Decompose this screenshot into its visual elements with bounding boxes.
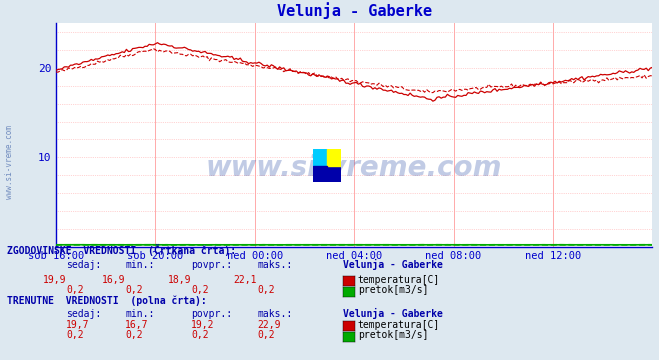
Text: 19,2: 19,2 [191, 320, 215, 330]
Text: 0,2: 0,2 [125, 285, 143, 296]
Text: www.si-vreme.com: www.si-vreme.com [5, 125, 14, 199]
Text: ZGODOVINSKE  VREDNOSTI  (Črtkana črta):: ZGODOVINSKE VREDNOSTI (Črtkana črta): [7, 244, 236, 256]
Text: temperatura[C]: temperatura[C] [358, 320, 440, 330]
Text: 22,9: 22,9 [257, 320, 281, 330]
Text: 19,9: 19,9 [42, 275, 66, 285]
Text: 19,7: 19,7 [66, 320, 90, 330]
Text: temperatura[C]: temperatura[C] [358, 275, 440, 285]
Text: min.:: min.: [125, 260, 155, 270]
Text: povpr.:: povpr.: [191, 260, 232, 270]
Text: 0,2: 0,2 [257, 285, 275, 296]
Text: povpr.:: povpr.: [191, 309, 232, 319]
Text: 18,9: 18,9 [167, 275, 191, 285]
Polygon shape [313, 166, 327, 182]
Polygon shape [313, 149, 341, 182]
Text: 16,9: 16,9 [101, 275, 125, 285]
Text: 22,1: 22,1 [233, 275, 257, 285]
Text: 16,7: 16,7 [125, 320, 149, 330]
Text: 0,2: 0,2 [191, 330, 209, 341]
Text: maks.:: maks.: [257, 309, 292, 319]
Text: Velunja - Gaberke: Velunja - Gaberke [343, 308, 443, 319]
Text: pretok[m3/s]: pretok[m3/s] [358, 330, 428, 341]
Text: Velunja - Gaberke: Velunja - Gaberke [343, 259, 443, 270]
Text: pretok[m3/s]: pretok[m3/s] [358, 285, 428, 296]
Text: 0,2: 0,2 [125, 330, 143, 341]
Text: min.:: min.: [125, 309, 155, 319]
Text: 0,2: 0,2 [191, 285, 209, 296]
Text: 0,2: 0,2 [66, 330, 84, 341]
Polygon shape [313, 149, 341, 182]
Text: www.si-vreme.com: www.si-vreme.com [206, 154, 502, 183]
Polygon shape [327, 149, 341, 166]
Text: sedaj:: sedaj: [66, 309, 101, 319]
Text: sedaj:: sedaj: [66, 260, 101, 270]
Text: maks.:: maks.: [257, 260, 292, 270]
Title: Velunja - Gaberke: Velunja - Gaberke [277, 3, 432, 19]
Text: 0,2: 0,2 [66, 285, 84, 296]
Text: 0,2: 0,2 [257, 330, 275, 341]
Text: TRENUTNE  VREDNOSTI  (polna črta):: TRENUTNE VREDNOSTI (polna črta): [7, 296, 206, 306]
